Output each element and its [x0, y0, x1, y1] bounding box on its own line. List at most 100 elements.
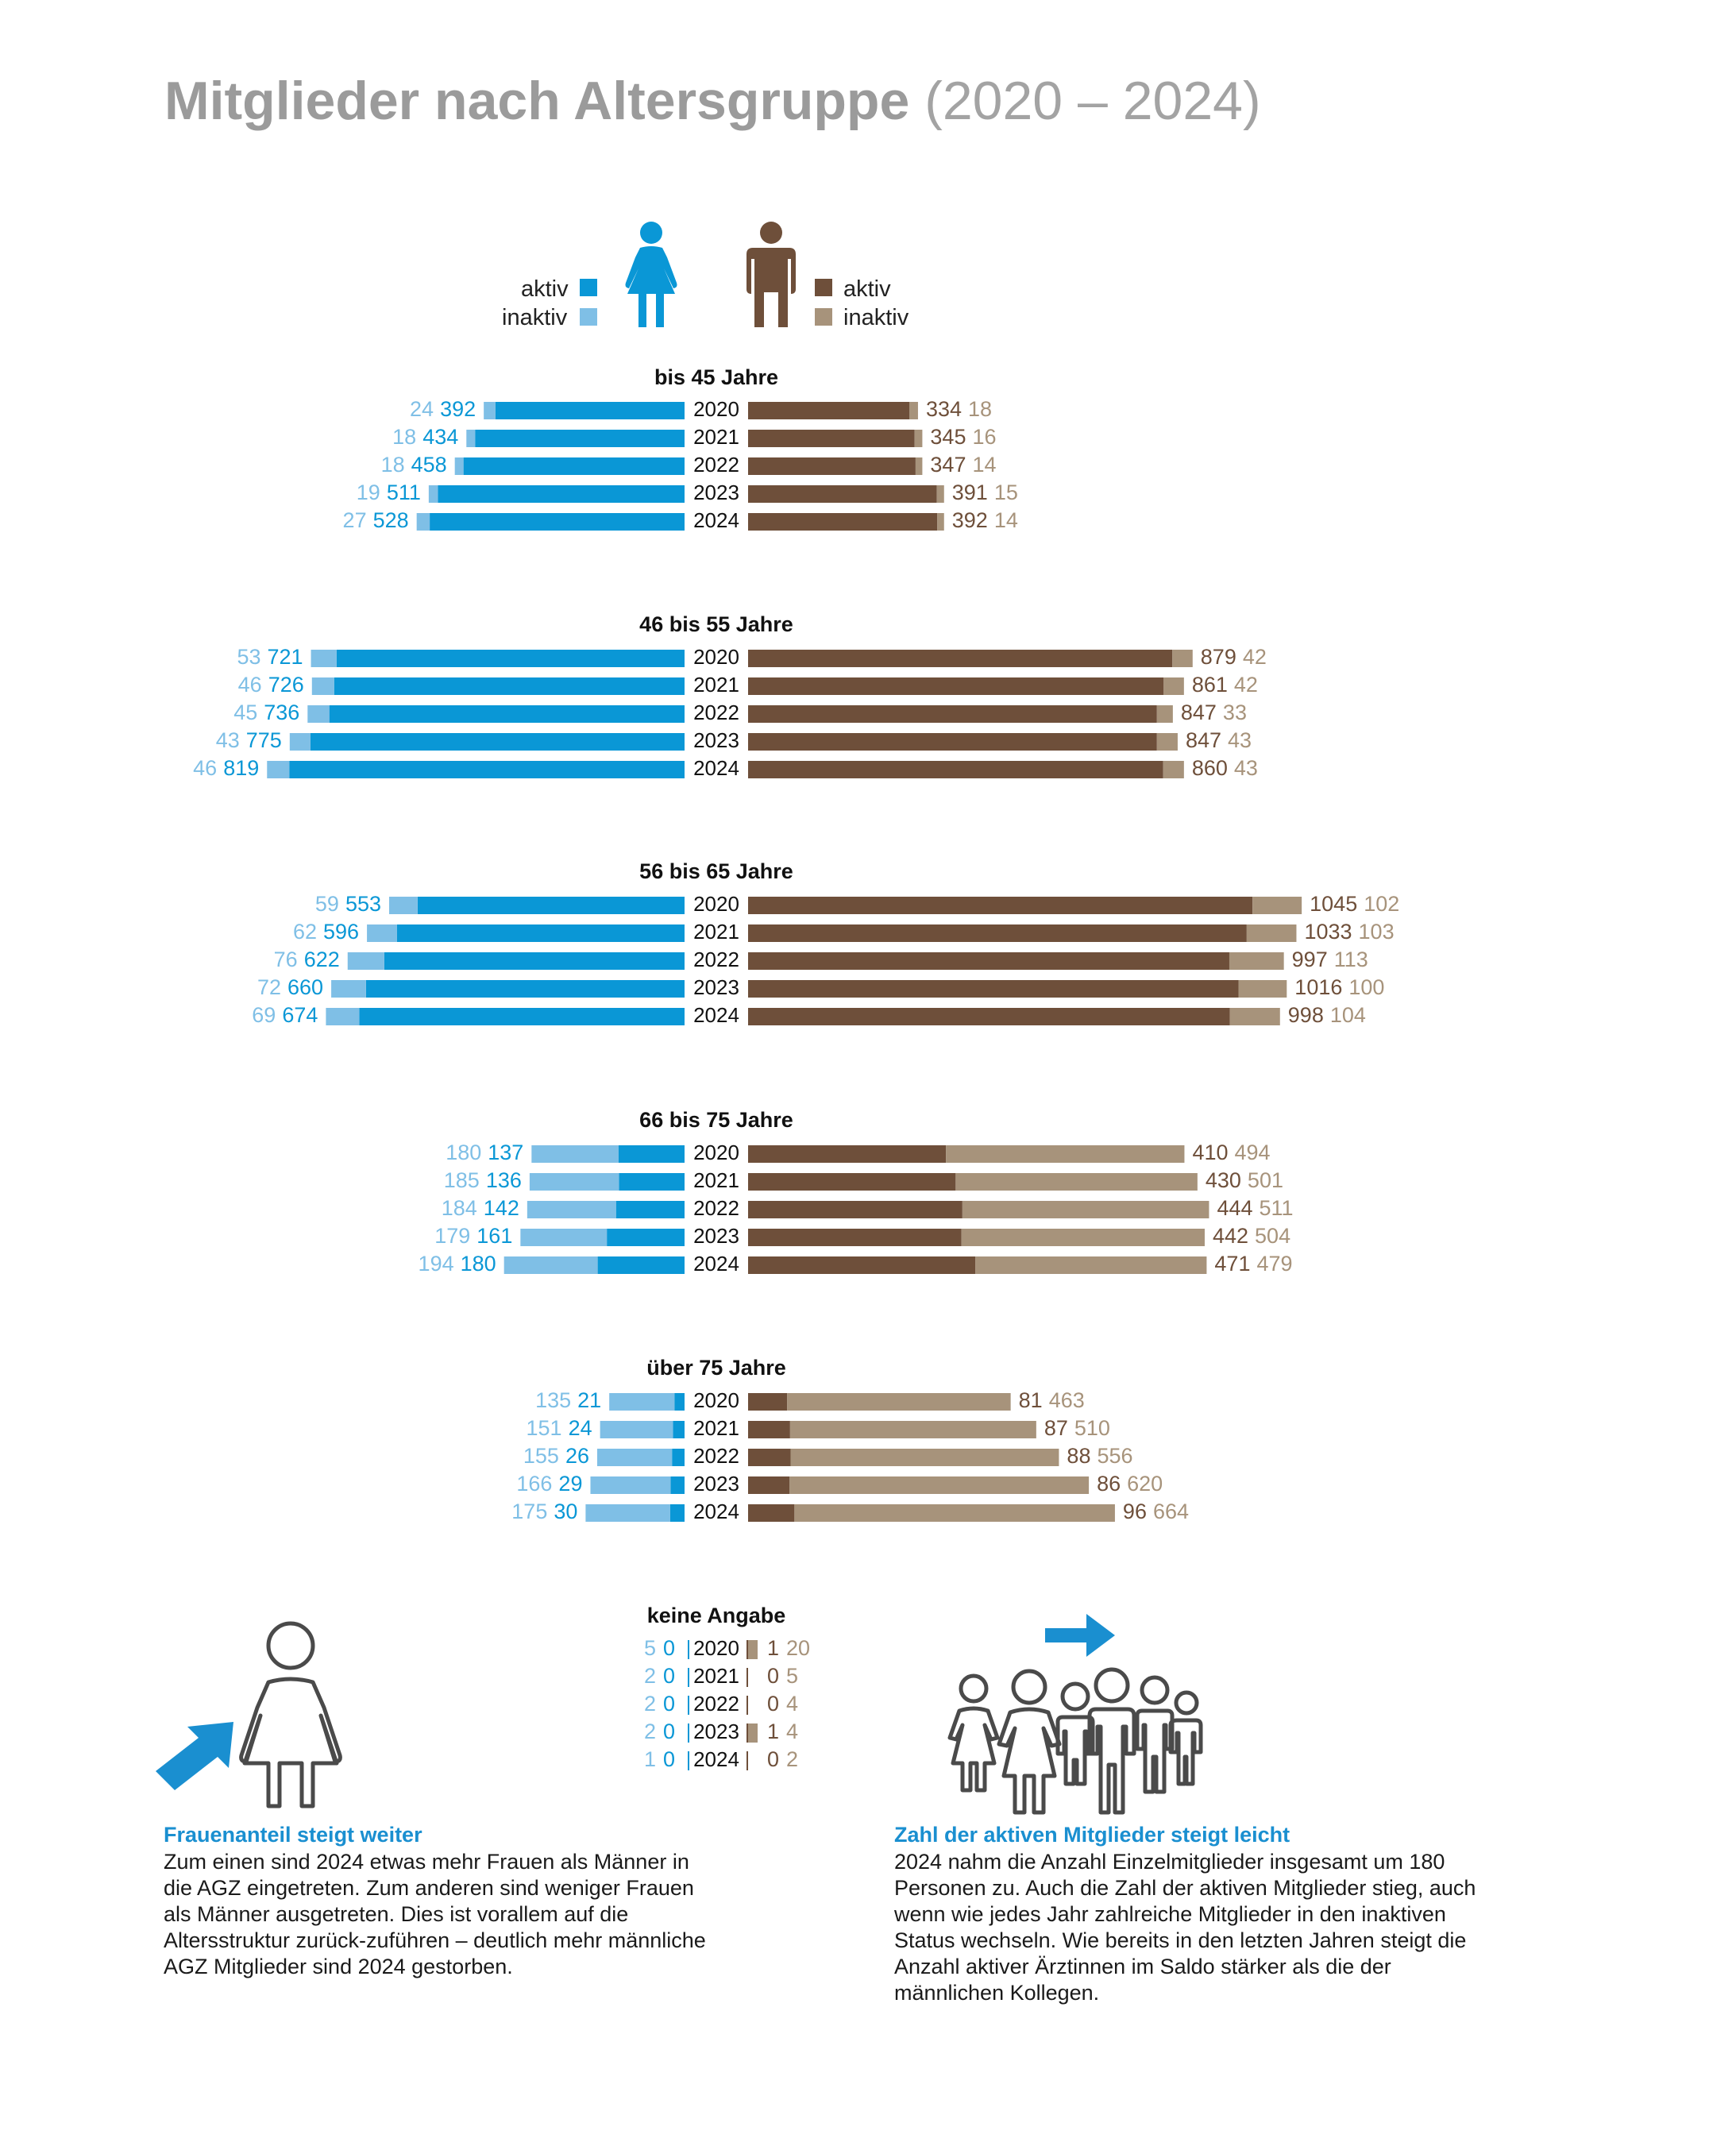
- value-men-inactive: 43: [1234, 756, 1258, 780]
- value-men-active: 1045: [1310, 892, 1357, 916]
- value-women-active: 161: [476, 1224, 512, 1248]
- separator-women: [688, 1696, 689, 1715]
- value-men-active: 345: [930, 425, 966, 449]
- bar-men-active: [748, 677, 1164, 695]
- value-women-inactive: 43: [216, 728, 240, 752]
- bar-men-inactive: [794, 1504, 1115, 1522]
- bar-women-inactive: [347, 952, 384, 970]
- value-women-inactive: 62: [293, 920, 317, 944]
- value-men-inactive: 479: [1256, 1252, 1292, 1276]
- value-men-inactive: 104: [1330, 1003, 1366, 1027]
- bar-women-inactive: [609, 1393, 675, 1411]
- bar-women-inactive: [484, 402, 496, 419]
- legend-men-aktiv-label: aktiv: [843, 276, 891, 302]
- bar-women-active: [673, 1421, 685, 1438]
- value-women-inactive: 24: [410, 397, 434, 421]
- year-label: 2023: [693, 481, 739, 504]
- bar-women-inactive: [267, 761, 290, 778]
- value-men-active: 88: [1067, 1444, 1090, 1468]
- separator-women: [688, 1668, 689, 1687]
- value-women-active: 0: [663, 1664, 675, 1688]
- bar-women-active: [438, 485, 685, 503]
- bar-women-active: [336, 650, 685, 667]
- value-women-active: 136: [486, 1168, 522, 1192]
- arrow-up-right-icon: [156, 1722, 233, 1790]
- bar-men-inactive: [1246, 924, 1297, 942]
- bar-women-active: [334, 677, 685, 695]
- value-women-active: 30: [554, 1500, 577, 1523]
- value-men-active: 860: [1192, 756, 1228, 780]
- bar-women-inactive: [307, 705, 330, 723]
- year-label: 2024: [693, 1500, 739, 1523]
- group-title-1: 46 bis 55 Jahre: [639, 612, 793, 636]
- year-label: 2024: [693, 1003, 739, 1027]
- bar-men-active: [748, 1256, 976, 1274]
- bar-men-inactive: [909, 402, 918, 419]
- value-men-inactive: 103: [1359, 920, 1395, 944]
- value-women-inactive: 155: [523, 1444, 559, 1468]
- value-women-active: 528: [373, 508, 409, 532]
- year-label: 2022: [693, 1692, 739, 1716]
- value-women-inactive: 59: [315, 892, 339, 916]
- value-women-active: 142: [484, 1196, 519, 1220]
- bar-men-active: [748, 513, 938, 531]
- value-women-active: 660: [287, 975, 323, 999]
- year-label: 2020: [693, 1141, 739, 1164]
- bar-women-active: [597, 1256, 685, 1274]
- year-label: 2021: [693, 425, 739, 449]
- value-women-inactive: 1: [644, 1747, 656, 1771]
- bar-men-active: [748, 897, 1253, 914]
- value-men-inactive: 504: [1255, 1224, 1290, 1248]
- value-women-active: 721: [268, 645, 303, 669]
- bar-women-active: [463, 457, 685, 475]
- value-women-inactive: 185: [444, 1168, 480, 1192]
- year-label: 2024: [693, 1252, 739, 1276]
- chart-title: Mitglieder nach Altersgruppe (2020 – 202…: [164, 70, 1261, 132]
- value-men-inactive: 42: [1243, 645, 1267, 669]
- group-title-5: keine Angabe: [647, 1604, 786, 1627]
- bar-women-active: [430, 513, 685, 531]
- value-men-active: 0: [767, 1692, 779, 1716]
- bar-men-active: [748, 650, 1173, 667]
- bar-women-inactive: [428, 485, 438, 503]
- value-women-active: 0: [663, 1636, 675, 1660]
- bar-men-active: [748, 457, 916, 475]
- bar-women-inactive: [389, 897, 418, 914]
- year-label: 2022: [693, 453, 739, 477]
- bar-women-active: [310, 733, 685, 751]
- bar-women-active: [396, 924, 685, 942]
- legend-women-inaktiv-label: inaktiv: [502, 305, 568, 330]
- bar-men-inactive: [946, 1145, 1185, 1163]
- value-men-inactive: 15: [994, 481, 1018, 504]
- value-women-inactive: 194: [419, 1252, 454, 1276]
- bar-women-inactive: [311, 677, 334, 695]
- bar-women-inactive: [503, 1256, 598, 1274]
- bar-women-inactive: [527, 1201, 616, 1218]
- group-title-3: 66 bis 75 Jahre: [639, 1108, 793, 1132]
- year-label: 2024: [693, 1747, 739, 1771]
- bar-men-inactive: [1229, 952, 1284, 970]
- value-women-inactive: 19: [357, 481, 380, 504]
- separator-women: [688, 1723, 689, 1743]
- separator-men: [746, 1668, 748, 1687]
- arrow-right-icon: [1045, 1614, 1115, 1657]
- group-people-icon: [947, 1667, 1203, 1815]
- bar-men-inactive: [1172, 650, 1193, 667]
- year-label: 2021: [693, 1664, 739, 1688]
- bar-women-active: [669, 1504, 685, 1522]
- value-men-active: 1016: [1294, 975, 1342, 999]
- bar-men-active: [748, 924, 1247, 942]
- separator-women: [688, 1640, 689, 1659]
- man-icon: [746, 222, 796, 327]
- value-women-inactive: 2: [644, 1692, 656, 1716]
- value-women-active: 511: [387, 481, 421, 504]
- separator-men: [746, 1696, 748, 1715]
- year-label: 2023: [693, 1224, 739, 1248]
- bar-women-active: [495, 402, 685, 419]
- value-men-active: 444: [1217, 1196, 1252, 1220]
- value-men-active: 1: [767, 1720, 779, 1743]
- year-label: 2023: [693, 1720, 739, 1743]
- year-label: 2023: [693, 728, 739, 752]
- bar-women-inactive: [311, 650, 337, 667]
- value-men-active: 442: [1213, 1224, 1248, 1248]
